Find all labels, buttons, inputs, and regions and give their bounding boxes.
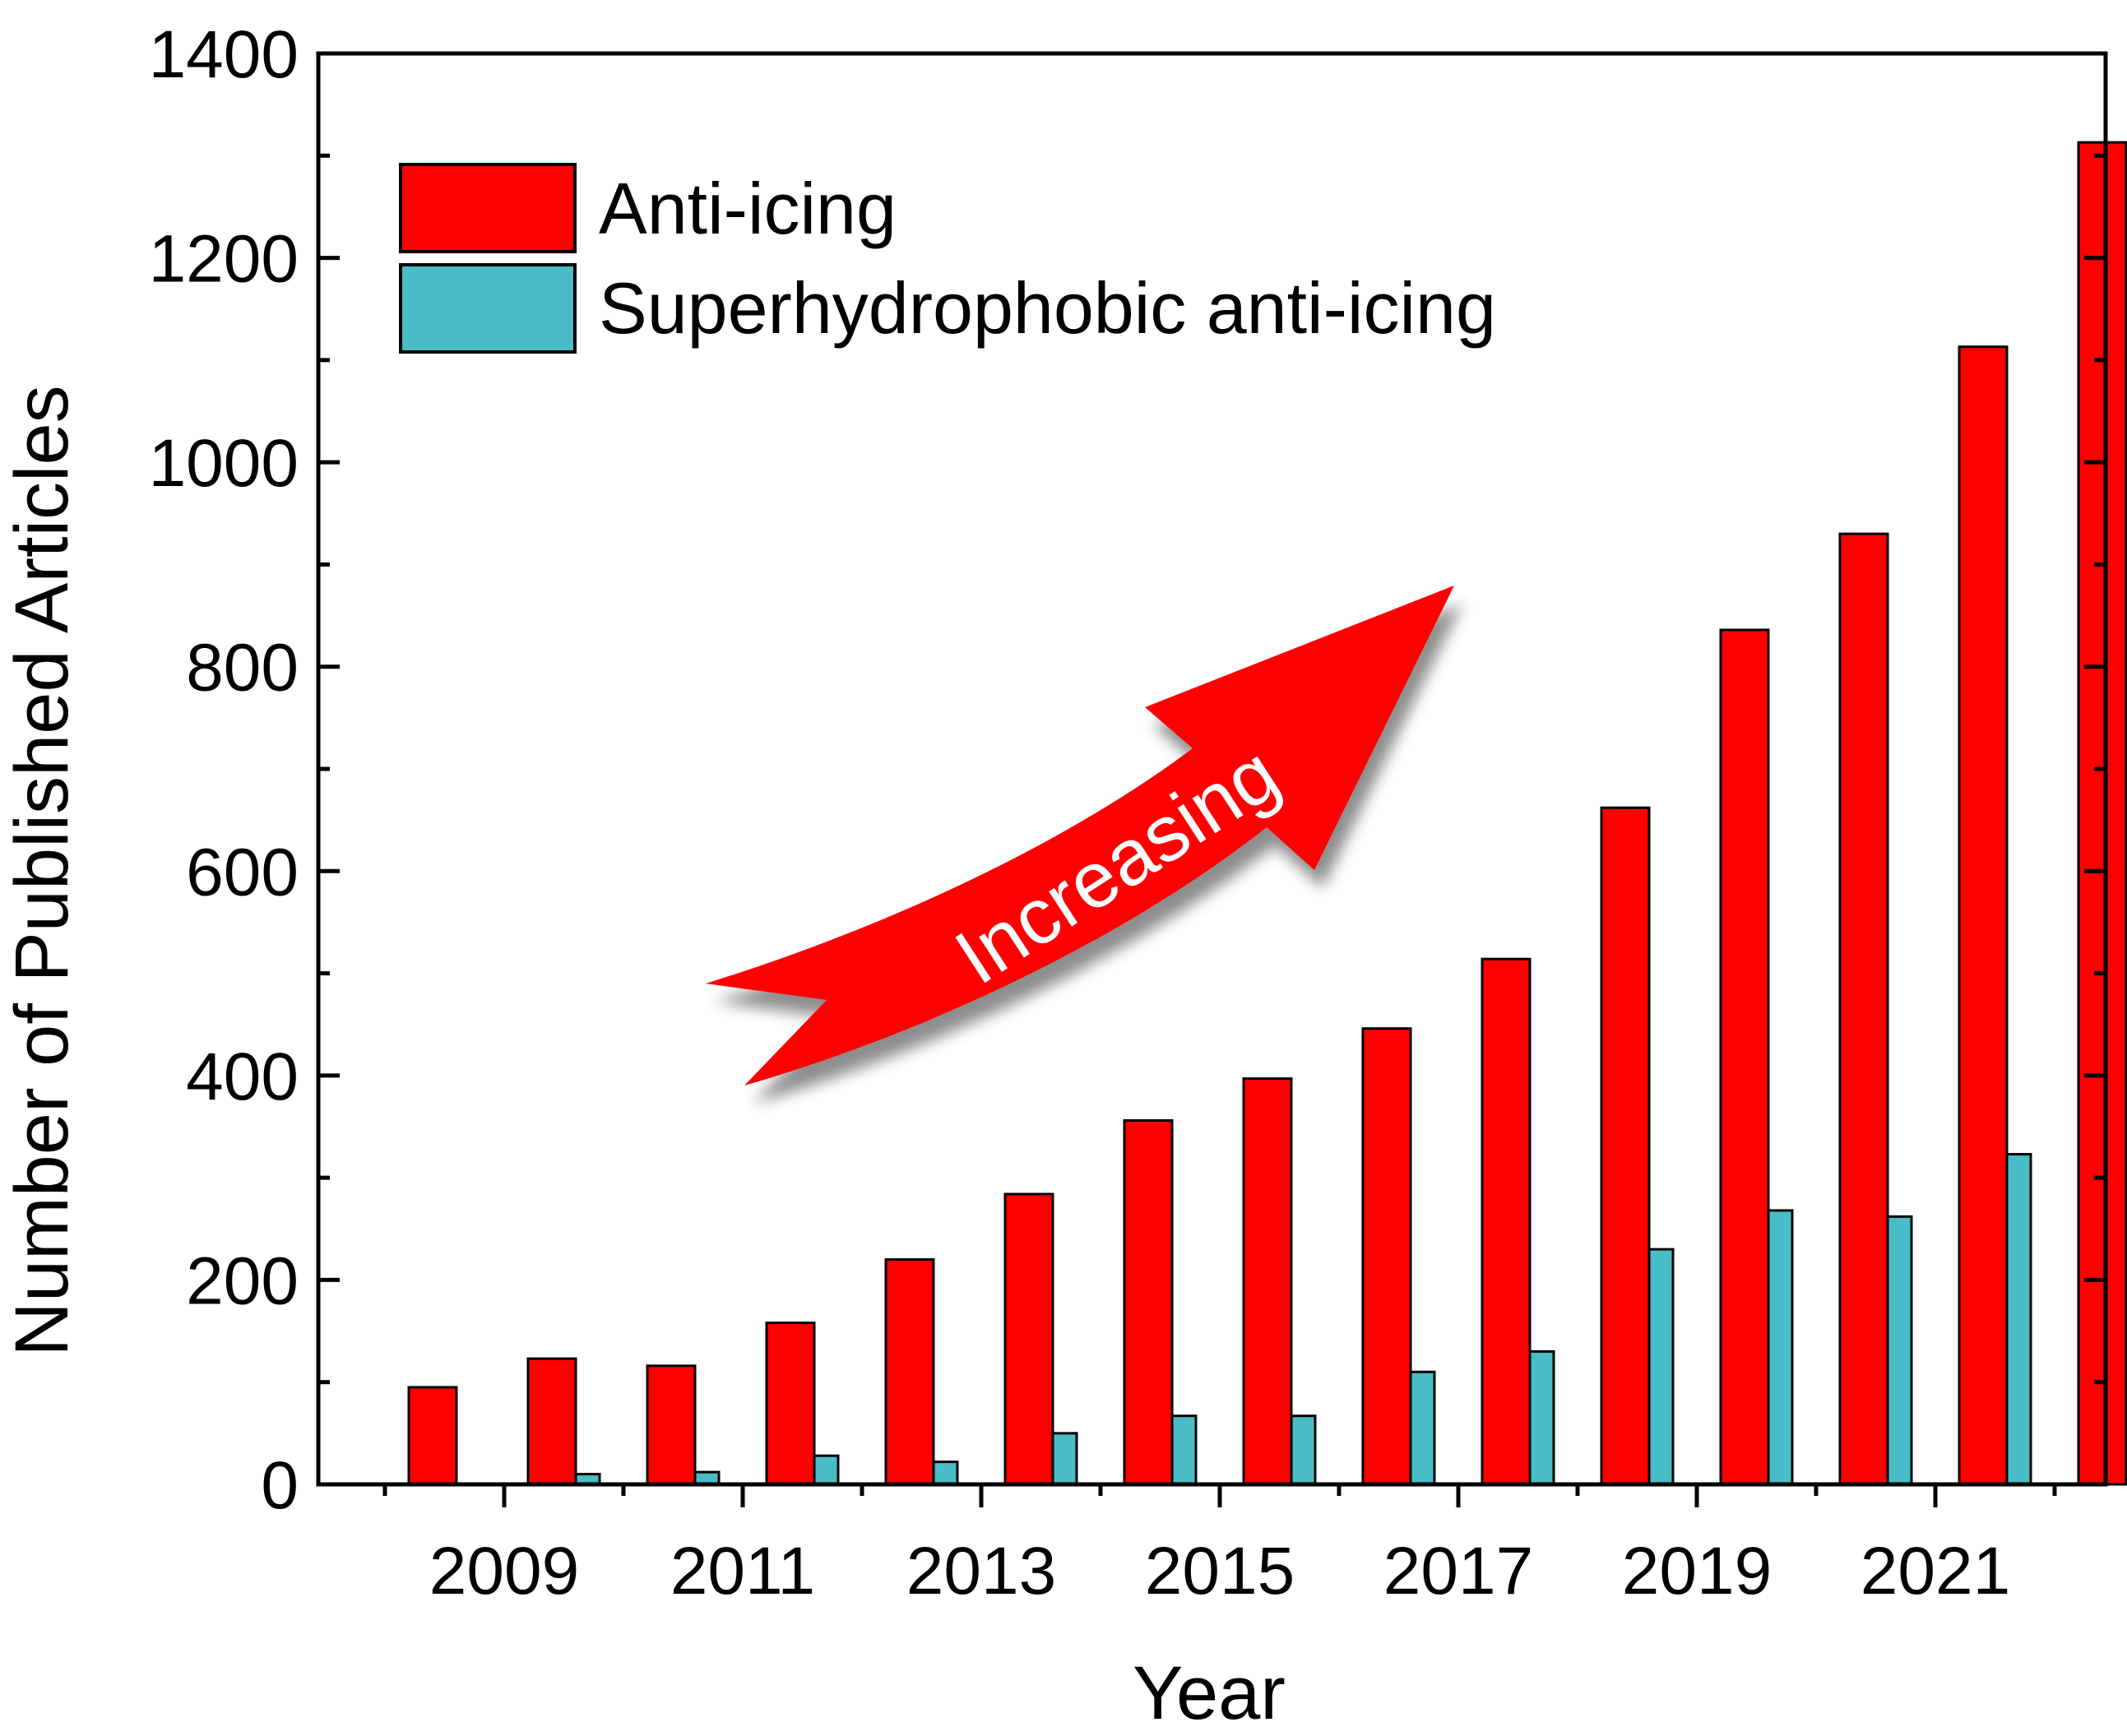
- bar-anti-icing: [765, 1322, 816, 1486]
- legend-swatch-anti-icing: [399, 163, 577, 253]
- y-tick-label: 1000: [149, 426, 299, 501]
- y-tick-label: 600: [186, 835, 299, 910]
- bar-anti-icing: [884, 1258, 935, 1486]
- bar-anti-icing: [1481, 957, 1532, 1486]
- legend: Anti-icing Superhydrophobic anti-icing: [399, 163, 1496, 354]
- legend-label-anti-icing: Anti-icing: [599, 168, 897, 249]
- bar-anti-icing: [1600, 806, 1651, 1486]
- x-tick-label: 2013: [906, 1534, 1056, 1609]
- legend-label-superhydrophobic: Superhydrophobic anti-icing: [599, 267, 1496, 349]
- bar-anti-icing: [1958, 345, 2009, 1486]
- x-tick-label: 2011: [670, 1534, 815, 1609]
- y-tick-label: 400: [186, 1039, 299, 1114]
- x-tick-label: 2009: [429, 1534, 579, 1609]
- y-axis-title: Number of Published Articles: [0, 385, 84, 1356]
- x-axis-title: Year: [1133, 1651, 1286, 1735]
- x-tick-label: 2019: [1622, 1534, 1772, 1609]
- bar-anti-icing: [1123, 1119, 1174, 1486]
- x-tick-label: 2017: [1383, 1534, 1533, 1609]
- legend-swatch-superhydrophobic: [399, 263, 577, 354]
- bar-anti-icing: [1003, 1192, 1054, 1486]
- increasing-arrow: Increasing: [706, 586, 1454, 1086]
- y-tick-label: 1200: [149, 222, 299, 297]
- increasing-arrow-shape: [706, 586, 1454, 1086]
- y-tick-label: 1400: [149, 17, 299, 92]
- x-tick-label: 2021: [1861, 1534, 2010, 1609]
- bar-anti-icing: [526, 1357, 577, 1486]
- bar-anti-icing: [1242, 1077, 1293, 1486]
- bar-anti-icing: [1719, 628, 1770, 1486]
- y-tick-label: 200: [186, 1243, 299, 1318]
- bar-anti-icing: [1361, 1027, 1412, 1486]
- bar-anti-icing: [646, 1364, 697, 1486]
- bar-anti-icing: [2077, 141, 2127, 1486]
- bar-anti-icing: [1838, 532, 1889, 1486]
- x-tick-label: 2015: [1145, 1534, 1295, 1609]
- y-tick-label: 800: [186, 631, 299, 706]
- bar-anti-icing: [407, 1386, 458, 1486]
- increasing-label: Increasing: [940, 729, 1294, 1002]
- y-tick-label: 0: [261, 1448, 299, 1523]
- plot-frame: [316, 51, 2108, 1487]
